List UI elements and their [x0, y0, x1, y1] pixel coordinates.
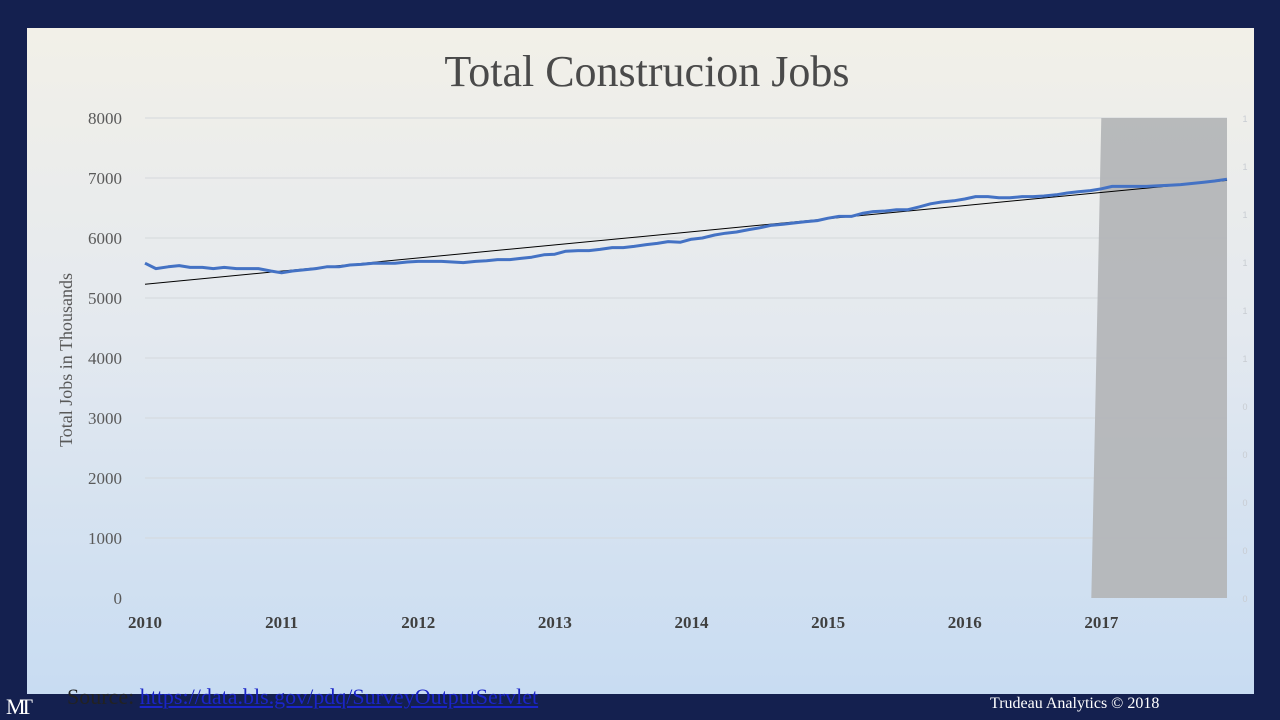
highlight-band: [1091, 118, 1227, 598]
source-citation: Source: https://data.bls.gov/pdq/SurveyO…: [67, 684, 538, 710]
slide-panel: Total Construcion Jobs Total Jobs in Tho…: [27, 28, 1254, 709]
x-tick-label: 2012: [401, 613, 435, 632]
y-tick-label: 7000: [88, 169, 122, 188]
series-layer: [144, 177, 1228, 275]
y-tick-label: 4000: [88, 349, 122, 368]
right-axis-tick-label: 0: [1242, 450, 1247, 460]
right-axis-tick-label: 1: [1242, 306, 1247, 316]
right-axis-tick-label: 1: [1242, 210, 1247, 220]
right-axis-tick-label: 1: [1242, 258, 1247, 268]
y-tick-label: 1000: [88, 529, 122, 548]
y-tick-label: 0: [114, 589, 123, 608]
x-tick-label: 2011: [265, 613, 298, 632]
right-axis-tick-label: 0: [1242, 594, 1247, 604]
series-line: [144, 177, 1228, 275]
right-axis-tick-label: 1: [1242, 354, 1247, 364]
x-tick-label: 2016: [948, 613, 982, 632]
company-logo: MT: [6, 694, 33, 719]
highlight-band-layer: [1091, 118, 1227, 598]
x-tick-label: 2014: [674, 613, 709, 632]
x-tick-label: 2017: [1084, 613, 1119, 632]
right-axis-tick-label: 1: [1242, 162, 1247, 172]
y-tick-label: 3000: [88, 409, 122, 428]
y-tick-label: 5000: [88, 289, 122, 308]
right-axis-ticks: 0 0 0 0 0 1 1 1 1 1 1: [1242, 114, 1247, 604]
y-tick-label: 6000: [88, 229, 122, 248]
x-tick-label: 2015: [811, 613, 845, 632]
right-axis-tick-label: 0: [1242, 402, 1247, 412]
y-tick-label: 8000: [88, 109, 122, 128]
chart-title: Total Construcion Jobs: [444, 47, 849, 96]
construction-jobs-chart: Total Construcion Jobs Total Jobs in Tho…: [56, 47, 1248, 632]
y-axis-ticks: 0 1000 2000 3000 4000 5000 6000 7000 8000: [88, 109, 122, 608]
source-link[interactable]: https://data.bls.gov/pdq/SurveyOutputSer…: [139, 684, 539, 709]
gridlines: [145, 117, 1227, 539]
right-axis-tick-label: 1: [1242, 114, 1247, 124]
x-tick-label: 2010: [128, 613, 162, 632]
y-axis-label: Total Jobs in Thousands: [56, 273, 76, 447]
y-tick-label: 2000: [88, 469, 122, 488]
footer-copyright: Trudeau Analytics © 2018: [990, 695, 1160, 712]
right-axis-tick-label: 0: [1242, 498, 1247, 508]
x-tick-label: 2013: [538, 613, 572, 632]
right-axis-tick-label: 0: [1242, 546, 1247, 556]
x-axis-ticks: 2010 2011 2012 2013 2014 2015 2016 2017: [128, 613, 1119, 632]
source-label: Source:: [67, 684, 135, 709]
